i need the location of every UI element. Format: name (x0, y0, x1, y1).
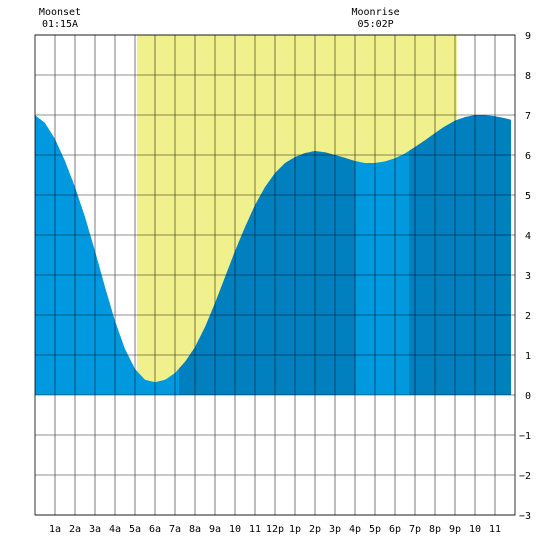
x-tick-label: 5p (369, 524, 381, 535)
x-tick-label: 4p (349, 524, 361, 535)
y-tick-label: 2 (525, 311, 531, 322)
x-tick-label: 8p (429, 524, 441, 535)
x-tick-label: 7a (169, 524, 181, 535)
x-tick-label: 9a (209, 524, 221, 535)
x-tick-label: 6p (389, 524, 401, 535)
x-tick-label: 11 (489, 524, 501, 535)
y-tick-label: 4 (525, 231, 531, 242)
x-tick-label: 9p (449, 524, 461, 535)
x-tick-label: 5a (129, 524, 141, 535)
y-tick-label: 9 (525, 31, 531, 42)
y-tick-label: 7 (525, 111, 531, 122)
tide-band-2 (179, 151, 355, 395)
x-tick-label: 10 (229, 524, 241, 535)
x-tick-label: 8a (189, 524, 201, 535)
moonset-label: Moonset (39, 7, 81, 18)
x-tick-label: 7p (409, 524, 421, 535)
x-tick-label: 6a (149, 524, 161, 535)
x-axis-ticks: 1a 2a 3a 4a 5a 6a 7a 8a 9a 10 11 12p 1p 2p 3p 4p 5p 6p 7p 8… (49, 524, 501, 535)
x-tick-label: 3p (329, 524, 341, 535)
y-tick-label: 8 (525, 71, 531, 82)
y-tick-label: 0 (525, 391, 531, 402)
y-tick-label: 5 (525, 191, 531, 202)
x-tick-label: 11 (249, 524, 261, 535)
x-tick-label: 2p (309, 524, 321, 535)
tide-band-4 (409, 115, 511, 395)
tide-band-3 (355, 150, 409, 395)
y-tick-label: −3 (519, 511, 531, 522)
moonset-time: 01:15A (42, 19, 78, 30)
y-tick-label: 1 (525, 351, 531, 362)
plot-border (34, 34, 516, 516)
tide-area (35, 115, 511, 395)
x-tick-label: 1a (49, 524, 61, 535)
x-tick-label: 12p (266, 524, 284, 535)
moonrise-time: 05:02P (358, 19, 394, 30)
chart-grid (34, 34, 516, 516)
x-tick-label: 4a (109, 524, 121, 535)
y-tick-label: 6 (525, 151, 531, 162)
x-tick-label: 1p (289, 524, 301, 535)
y-tick-label: −2 (519, 471, 531, 482)
y-axis-ticks: 9 8 7 6 5 4 3 2 1 0 −1 −2 −3 (519, 31, 531, 522)
x-tick-label: 3a (89, 524, 101, 535)
y-tick-label: 3 (525, 271, 531, 282)
tide-band-1 (35, 115, 179, 395)
x-tick-label: 2a (69, 524, 81, 535)
moonrise-label: Moonrise (352, 7, 400, 18)
x-tick-label: 10 (469, 524, 481, 535)
y-tick-label: −1 (519, 431, 531, 442)
moon-events: Moonset 01:15A Moonrise 05:02P (39, 7, 400, 30)
